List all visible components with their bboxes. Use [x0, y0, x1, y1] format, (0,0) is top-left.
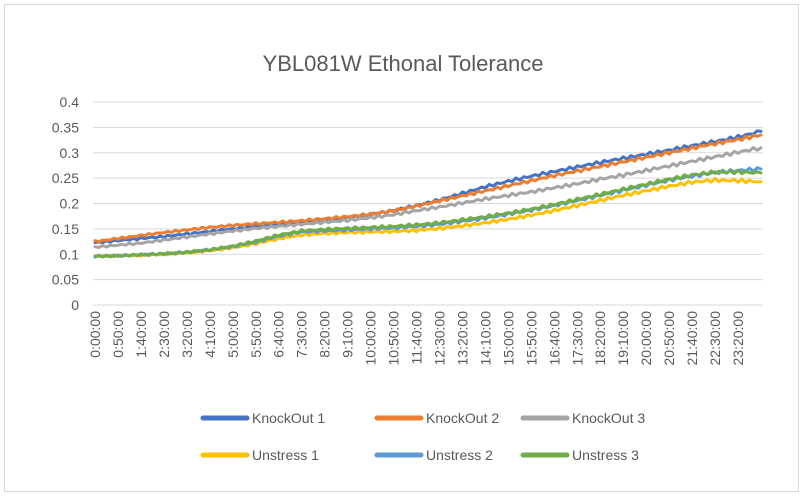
x-tick-label: 12:30:00	[431, 311, 447, 366]
x-tick-label: 0:50:00	[110, 311, 126, 358]
legend-label: Unstress 2	[426, 447, 493, 463]
y-tick-label: 0	[71, 297, 79, 313]
x-tick-label: 11:40:00	[409, 311, 425, 365]
y-tick-label: 0.35	[52, 119, 79, 135]
x-tick-label: 15:50:00	[523, 311, 539, 366]
y-tick-label: 0.05	[52, 272, 79, 288]
x-tick-label: 19:10:00	[615, 311, 631, 366]
y-tick-label: 0.1	[60, 246, 80, 262]
series-lines	[93, 129, 763, 259]
series-line-4	[93, 176, 763, 259]
x-tick-label: 5:00:00	[225, 311, 241, 358]
x-tick-label: 22:30:00	[707, 311, 723, 366]
x-tick-label: 20:00:00	[638, 311, 654, 366]
series-line-2	[93, 133, 763, 244]
x-tick-label: 18:20:00	[592, 311, 608, 366]
y-tick-label: 0.4	[60, 94, 80, 110]
y-tick-label: 0.3	[60, 145, 80, 161]
legend-label: KnockOut 2	[426, 410, 499, 426]
x-tick-label: 1:40:00	[133, 311, 149, 358]
x-tick-label: 3:20:00	[179, 311, 195, 358]
y-axis-ticks: 0 0.05 0.1 0.15 0.2 0.25 0.3 0.35 0.4	[52, 94, 79, 313]
x-tick-label: 16:40:00	[546, 311, 562, 366]
x-tick-label: 7:30:00	[294, 311, 310, 358]
x-tick-label: 15:00:00	[500, 311, 516, 366]
legend-label: Unstress 3	[572, 447, 639, 463]
series-line-1	[93, 129, 763, 245]
x-tick-label: 8:20:00	[317, 311, 333, 358]
x-tick-label: 10:50:00	[386, 311, 402, 366]
x-tick-label: 23:20:00	[730, 311, 746, 366]
x-tick-label: 9:10:00	[340, 311, 356, 358]
x-tick-label: 10:00:00	[363, 311, 379, 366]
x-axis-ticks: 0:00:00 0:50:00 1:40:00 2:30:00 3:20:00 4:10:…	[87, 311, 746, 366]
x-tick-label: 6:40:00	[271, 311, 287, 358]
x-tick-label: 4:10:00	[202, 311, 218, 358]
x-tick-label: 13:20:00	[454, 311, 470, 366]
y-tick-label: 0.2	[60, 196, 80, 212]
legend-label: Unstress 1	[252, 447, 319, 463]
y-tick-label: 0.25	[52, 170, 79, 186]
legend-label: KnockOut 3	[572, 410, 645, 426]
chart-title: YBL081W Ethonal Tolerance	[263, 51, 544, 76]
x-tick-label: 17:30:00	[569, 311, 585, 366]
x-tick-label: 21:40:00	[684, 311, 700, 366]
y-tick-label: 0.15	[52, 221, 79, 237]
x-tick-label: 20:50:00	[661, 311, 677, 366]
legend-label: KnockOut 1	[252, 410, 325, 426]
legend: KnockOut 1 KnockOut 2 KnockOut 3 Unstress 1…	[200, 410, 645, 463]
series-line-3	[93, 146, 763, 250]
chart-area: YBL081W Ethonal Tolerance 0 0.05 0.1 0.15 0.…	[4, 4, 799, 492]
x-tick-label: 5:50:00	[248, 311, 264, 358]
chart-svg: YBL081W Ethonal Tolerance 0 0.05 0.1 0.15 0.…	[52, 51, 763, 463]
series-line-6	[93, 168, 763, 259]
x-tick-label: 2:30:00	[156, 311, 172, 358]
x-tick-label: 14:10:00	[477, 311, 493, 366]
x-tick-label: 0:00:00	[87, 311, 103, 358]
